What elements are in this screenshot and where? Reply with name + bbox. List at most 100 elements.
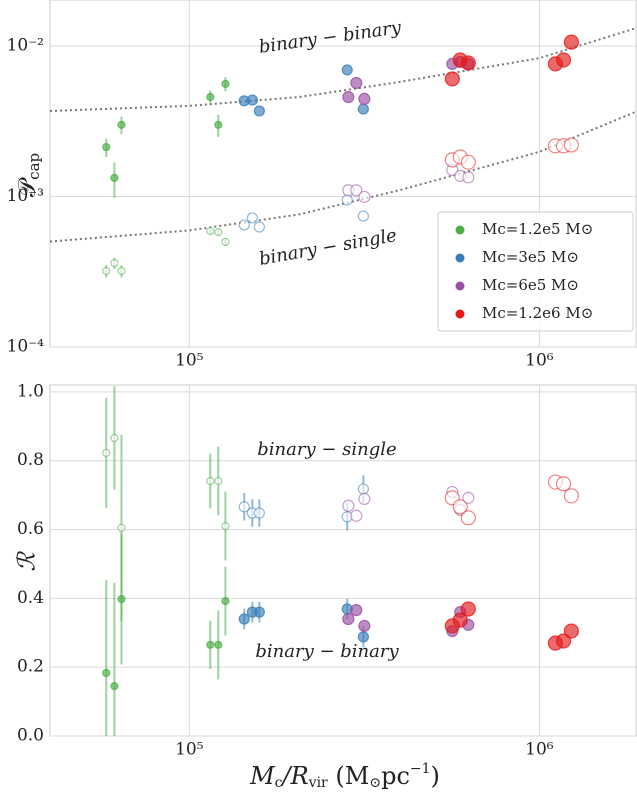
x-label-part: ) — [431, 762, 440, 790]
legend-marker — [455, 253, 465, 263]
point-filled — [221, 79, 230, 88]
point-filled — [342, 90, 355, 104]
legend-label: Mc=1.2e5 M⊙ — [482, 220, 593, 238]
x-label-part: M — [249, 762, 276, 790]
point-filled — [102, 668, 111, 678]
y-tick-label: 0.8 — [17, 450, 44, 470]
point-open — [117, 266, 126, 276]
point-open — [253, 507, 265, 519]
y-tick-label: 10⁻² — [7, 35, 44, 55]
x-label-part: −1 — [410, 761, 431, 777]
point-filled — [221, 597, 230, 606]
point-filled — [350, 603, 363, 617]
y-tick-label: 0.6 — [17, 519, 44, 539]
point-filled — [358, 619, 371, 632]
point-filled — [110, 173, 119, 182]
point-filled — [214, 640, 223, 649]
point-filled — [460, 55, 476, 71]
point-filled — [350, 76, 363, 90]
point-open — [350, 184, 363, 197]
point-open — [206, 476, 215, 486]
point-open — [460, 154, 476, 170]
point-open — [462, 171, 475, 184]
point-open — [357, 210, 369, 222]
point-filled — [246, 94, 258, 106]
point-filled — [206, 640, 215, 649]
annotation: binary − binary — [258, 17, 404, 58]
y-tick-label: 10⁻³ — [7, 186, 44, 206]
x-tick-label: 10⁶ — [525, 351, 554, 371]
point-open — [357, 483, 369, 495]
point-filled — [341, 64, 353, 76]
annotation: binary − single — [257, 439, 396, 460]
point-filled — [102, 142, 111, 152]
plot-area — [102, 386, 579, 736]
point-filled — [555, 52, 572, 68]
point-filled — [117, 120, 126, 129]
annotation: binary − binary — [255, 641, 399, 662]
x-label-part: ⊙ — [369, 775, 381, 791]
x-label-part: c — [275, 775, 283, 791]
point-open — [342, 499, 355, 512]
point-open — [110, 433, 119, 443]
annotation: binary − single — [257, 225, 398, 270]
point-open — [221, 237, 230, 247]
point-open — [358, 492, 371, 506]
x-tick-label: 10⁶ — [525, 740, 554, 760]
point-open — [102, 266, 111, 276]
point-open — [117, 523, 126, 532]
point-filled — [253, 606, 265, 618]
x-tick-label: 10⁵ — [175, 740, 204, 760]
legend-marker — [455, 281, 465, 291]
point-filled — [357, 103, 369, 115]
legend-marker — [455, 225, 465, 235]
point-filled — [563, 34, 579, 50]
point-open — [563, 137, 579, 153]
x-label-part: pc — [381, 762, 410, 790]
x-label-part: /R — [281, 762, 309, 790]
y-label-symbol: 𝒫 — [13, 177, 41, 197]
point-filled — [110, 682, 119, 691]
point-open — [555, 476, 572, 492]
point-open — [246, 212, 258, 224]
point-open — [452, 499, 468, 515]
point-filled — [342, 612, 355, 626]
point-open — [221, 521, 230, 531]
legend-box — [437, 211, 634, 332]
y-tick-label: 10⁻⁴ — [7, 337, 45, 357]
point-filled — [444, 71, 460, 87]
point-open — [110, 258, 119, 268]
point-open — [206, 226, 215, 236]
legend-marker — [455, 309, 465, 319]
fit-curve — [50, 26, 637, 112]
point-filled — [206, 92, 215, 102]
point-open — [238, 219, 250, 231]
point-filled — [238, 613, 250, 625]
point-open — [462, 491, 475, 504]
point-filled — [460, 601, 476, 617]
point-open — [358, 190, 371, 204]
point-open — [253, 221, 265, 233]
point-filled — [358, 92, 371, 105]
x-label-part: vir — [308, 775, 328, 791]
legend-label: Mc=3e5 M⊙ — [482, 248, 579, 266]
y-tick-label: 0.4 — [17, 588, 44, 608]
point-open — [214, 227, 223, 237]
point-open — [214, 476, 223, 486]
legend-label: Mc=6e5 M⊙ — [482, 276, 579, 294]
point-open — [350, 509, 363, 522]
plot-area — [50, 26, 637, 278]
point-open — [460, 510, 476, 526]
x-label-part: (M — [328, 762, 370, 790]
y-tick-label: 1.0 — [17, 381, 44, 401]
point-filled — [214, 120, 223, 129]
point-filled — [452, 612, 468, 628]
point-open — [102, 448, 111, 457]
point-filled — [253, 105, 265, 117]
x-axis-label: Mc/Rvir (M⊙pc−1) — [249, 761, 440, 791]
point-filled — [563, 623, 579, 639]
point-filled — [555, 633, 572, 649]
point-open — [563, 488, 579, 504]
y-tick-label: 0.2 — [17, 657, 44, 677]
